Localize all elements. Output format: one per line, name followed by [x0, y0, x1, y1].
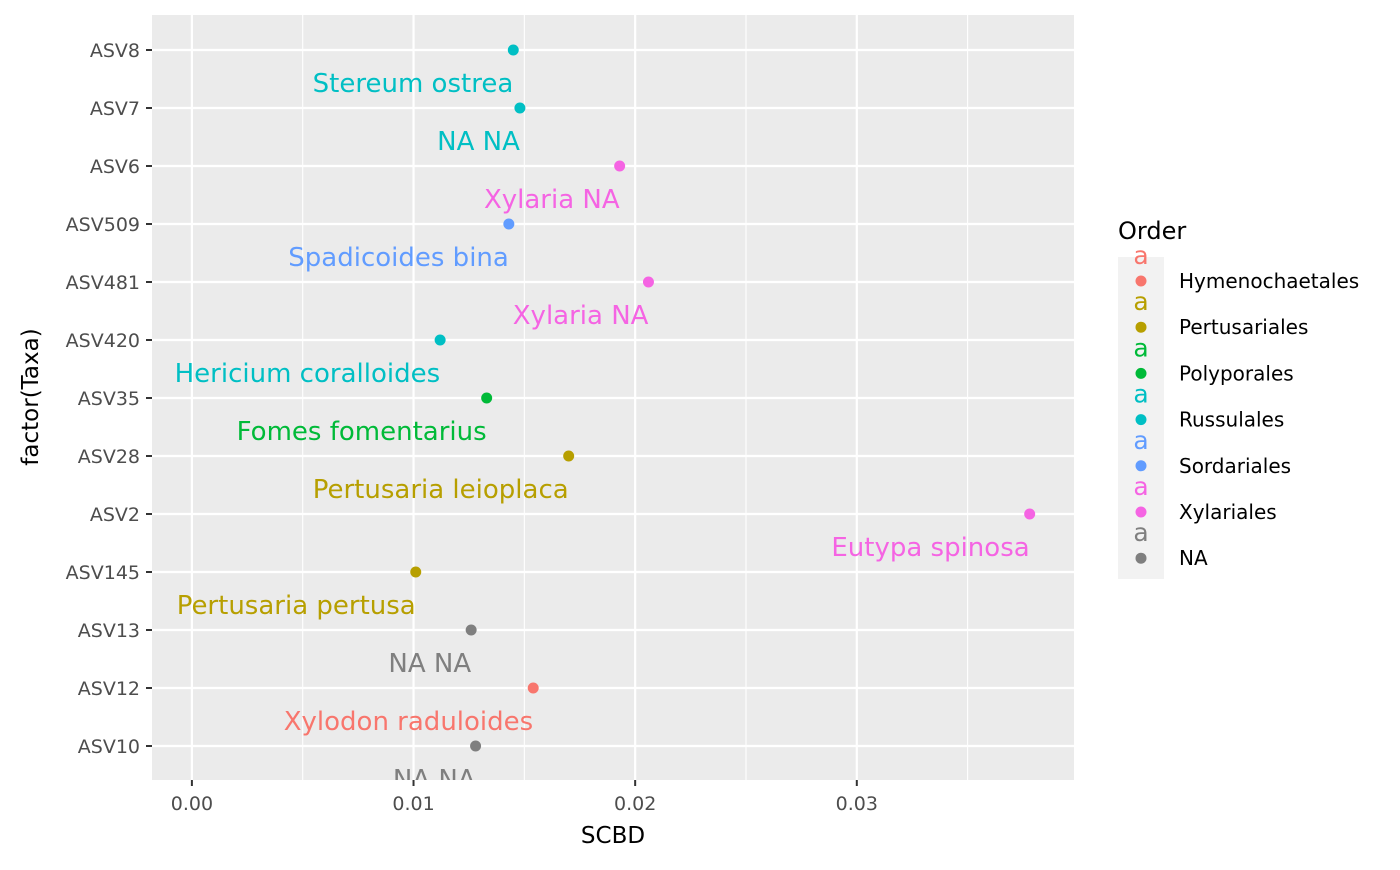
- point-label: Spadicoides bina: [288, 243, 509, 273]
- point-label: Eutypa spinosa: [831, 533, 1029, 563]
- legend-entry-label: Russulales: [1179, 408, 1284, 432]
- legend-key-point: [1135, 506, 1147, 518]
- legend-key-glyph: a: [1133, 241, 1148, 270]
- legend-entry-label: Hymenochaetales: [1179, 269, 1359, 293]
- data-point: [563, 450, 575, 462]
- data-point: [434, 334, 446, 346]
- point-label: Fomes fomentarius: [237, 417, 487, 447]
- point-label: NA NA: [388, 649, 471, 679]
- legend-key-point: [1135, 275, 1147, 287]
- x-tick-label: 0.00: [171, 793, 213, 815]
- legend-key-glyph: a: [1133, 518, 1148, 547]
- y-tick-label: ASV481: [66, 272, 140, 294]
- y-tick-label: ASV145: [66, 562, 140, 584]
- y-tick-label: ASV509: [66, 214, 140, 236]
- data-point: [514, 102, 526, 114]
- legend-title: Order: [1118, 217, 1186, 245]
- point-label: Pertusaria pertusa: [177, 591, 416, 621]
- legend-key-glyph: a: [1133, 333, 1148, 362]
- legend-key-glyph: a: [1133, 472, 1148, 501]
- x-tick-label: 0.03: [836, 793, 878, 815]
- y-tick-label: ASV7: [90, 98, 140, 120]
- x-tick-label: 0.01: [392, 793, 434, 815]
- legend-entry-label: Pertusariales: [1179, 315, 1308, 339]
- x-axis: 0.00 0.01 0.02 0.03: [171, 780, 878, 815]
- legend-key-point: [1135, 414, 1147, 426]
- data-point: [1024, 508, 1036, 520]
- point-label: NA NA: [437, 127, 520, 157]
- legend-entry-label: Xylariales: [1179, 500, 1277, 524]
- data-point: [642, 276, 654, 288]
- point-label: Stereum ostrea: [313, 69, 514, 99]
- y-tick-label: ASV8: [90, 40, 140, 62]
- legend-key-point: [1135, 367, 1147, 379]
- y-tick-label: ASV420: [66, 330, 140, 352]
- y-tick-label: ASV2: [90, 504, 140, 526]
- y-tick-label: ASV28: [78, 446, 140, 468]
- data-point: [503, 218, 515, 230]
- legend: Order a Hymenochaetales a Pertusariales a Pol…: [1118, 217, 1359, 579]
- legend-key-glyph: a: [1133, 426, 1148, 455]
- data-point: [465, 624, 477, 636]
- data-point: [410, 566, 422, 578]
- y-axis: ASV10 ASV12 ASV13 ASV145 ASV2 ASV28 ASV35 ASV42…: [66, 40, 152, 758]
- data-point: [614, 160, 626, 172]
- data-point: [507, 44, 519, 56]
- data-point: [527, 682, 539, 694]
- legend-key-glyph: a: [1133, 287, 1148, 316]
- legend-entry-label: Polyporales: [1179, 361, 1294, 385]
- x-tick-label: 0.02: [614, 793, 656, 815]
- point-label: Hericium coralloides: [175, 359, 441, 389]
- legend-key-point: [1135, 321, 1147, 333]
- point-label: NA NA: [393, 765, 476, 795]
- y-tick-label: ASV10: [78, 736, 140, 758]
- data-point: [481, 392, 493, 404]
- point-label: Xylodon raduloides: [284, 707, 534, 737]
- data-point: [470, 740, 482, 752]
- legend-key-point: [1135, 552, 1147, 564]
- legend-key-glyph: a: [1133, 380, 1148, 409]
- point-label: Xylaria NA: [513, 301, 649, 331]
- y-tick-label: ASV12: [78, 678, 140, 700]
- point-label: Pertusaria leioplaca: [313, 475, 569, 505]
- legend-key-point: [1135, 460, 1147, 472]
- y-tick-label: ASV35: [78, 388, 140, 410]
- point-label: Xylaria NA: [484, 185, 620, 215]
- y-axis-title: factor(Taxa): [18, 328, 44, 465]
- grid-major: [152, 15, 1074, 780]
- y-tick-label: ASV6: [90, 156, 140, 178]
- legend-entry-label: Sordariales: [1179, 454, 1291, 478]
- legend-entry-label: NA: [1179, 546, 1208, 570]
- y-tick-label: ASV13: [78, 620, 140, 642]
- x-axis-title: SCBD: [581, 823, 645, 849]
